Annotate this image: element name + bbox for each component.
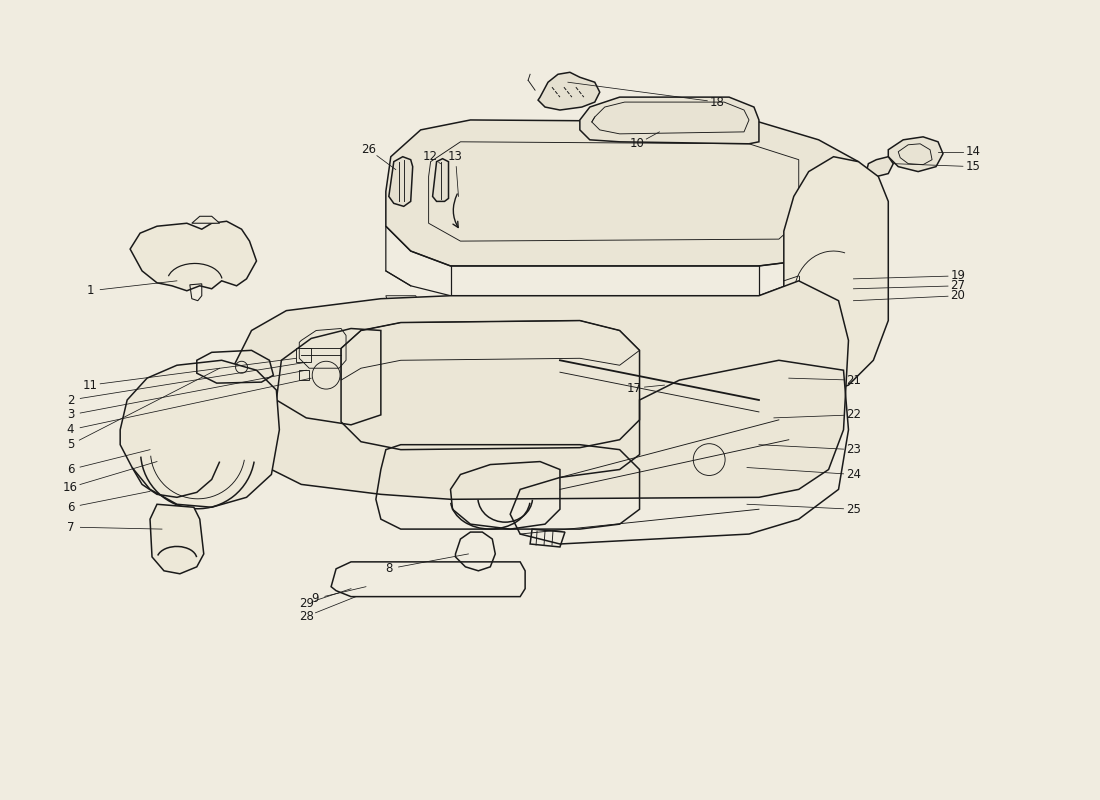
Text: 25: 25 (846, 502, 861, 516)
Text: 29: 29 (299, 597, 314, 610)
Text: 6: 6 (67, 501, 74, 514)
Text: 10: 10 (630, 138, 645, 150)
Text: 13: 13 (448, 150, 463, 163)
Polygon shape (580, 97, 759, 144)
Text: 21: 21 (846, 374, 861, 386)
Text: 4: 4 (67, 423, 74, 436)
Polygon shape (867, 157, 893, 177)
Polygon shape (120, 360, 279, 507)
Text: 17: 17 (627, 382, 642, 394)
Polygon shape (432, 158, 449, 202)
Text: 23: 23 (846, 443, 861, 456)
Text: 2: 2 (67, 394, 74, 406)
Text: 24: 24 (846, 468, 861, 481)
Text: 22: 22 (846, 408, 861, 422)
Polygon shape (130, 222, 256, 290)
Text: 14: 14 (966, 146, 980, 158)
Polygon shape (191, 216, 220, 223)
Text: 27: 27 (950, 279, 966, 292)
Polygon shape (388, 157, 412, 206)
Text: 20: 20 (950, 290, 966, 302)
Text: 3: 3 (67, 408, 74, 422)
Text: 18: 18 (710, 95, 725, 109)
Text: 26: 26 (362, 143, 376, 156)
Text: 19: 19 (950, 270, 966, 282)
Text: 16: 16 (63, 481, 78, 494)
Text: 6: 6 (67, 463, 74, 476)
Polygon shape (538, 72, 600, 110)
Text: 7: 7 (67, 521, 74, 534)
Text: 15: 15 (966, 160, 980, 173)
Polygon shape (150, 504, 204, 574)
Text: 5: 5 (67, 438, 74, 451)
Polygon shape (889, 137, 943, 171)
Text: 12: 12 (424, 150, 438, 163)
Text: 11: 11 (82, 378, 98, 392)
Text: 28: 28 (299, 610, 314, 623)
Polygon shape (386, 120, 858, 266)
Polygon shape (227, 281, 848, 499)
Text: 8: 8 (385, 562, 393, 575)
Text: 1: 1 (87, 284, 95, 298)
Polygon shape (784, 157, 889, 395)
Text: 9: 9 (311, 592, 319, 605)
